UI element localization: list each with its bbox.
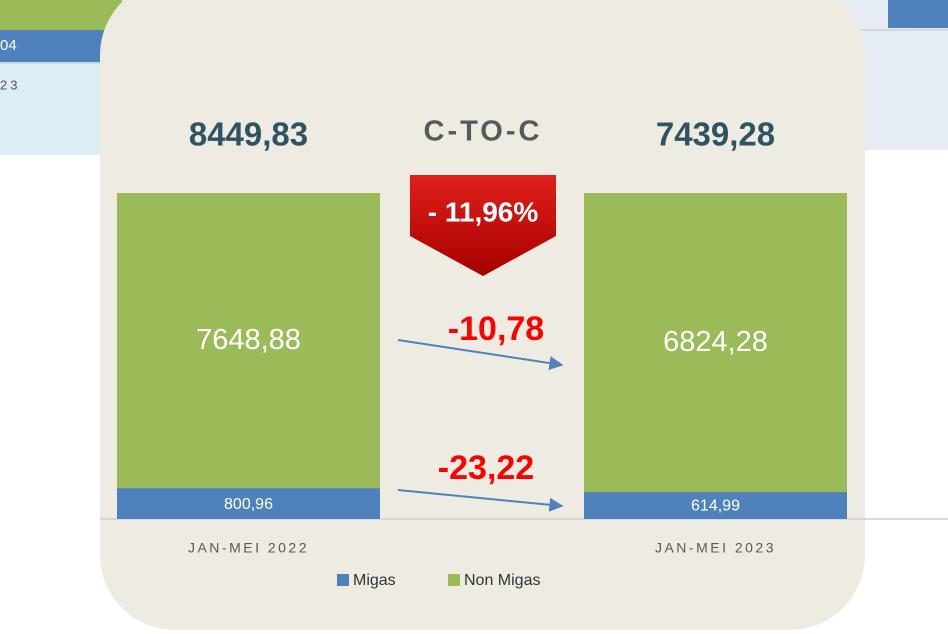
trend-arrow (397, 489, 564, 512)
series-change: -10,78 (448, 310, 544, 348)
change-arrow (410, 175, 556, 276)
total-change: - 11,96% (428, 196, 539, 227)
bar-segment (117, 488, 380, 519)
trend-arrow (397, 339, 564, 371)
x-tick-label: JAN-MEI 2022 (188, 540, 309, 556)
total-label: 8449,83 (189, 116, 308, 153)
value-label: 800,96 (224, 496, 273, 513)
bar-segment (584, 492, 847, 519)
value-label: 614,99 (691, 498, 740, 515)
value-label: 6824,28 (663, 326, 768, 358)
bg-bar (0, 0, 122, 30)
series-change: -23,22 (438, 449, 534, 487)
bg-bar (888, 0, 948, 28)
legend-label: Migas (353, 572, 396, 589)
chart-title: C-TO-C (424, 116, 543, 148)
x-tick-label: JAN-MEI 2023 (655, 540, 776, 556)
legend-swatch (448, 574, 460, 586)
bg-text: 23 (0, 77, 20, 92)
bar-segment (584, 193, 847, 493)
legend-swatch (337, 574, 349, 586)
value-label: 7648,88 (196, 324, 301, 356)
legend-label: Non Migas (464, 572, 540, 589)
bg-text: 04 (0, 37, 17, 54)
bar-segment (117, 193, 380, 489)
total-label: 7439,28 (656, 116, 775, 153)
